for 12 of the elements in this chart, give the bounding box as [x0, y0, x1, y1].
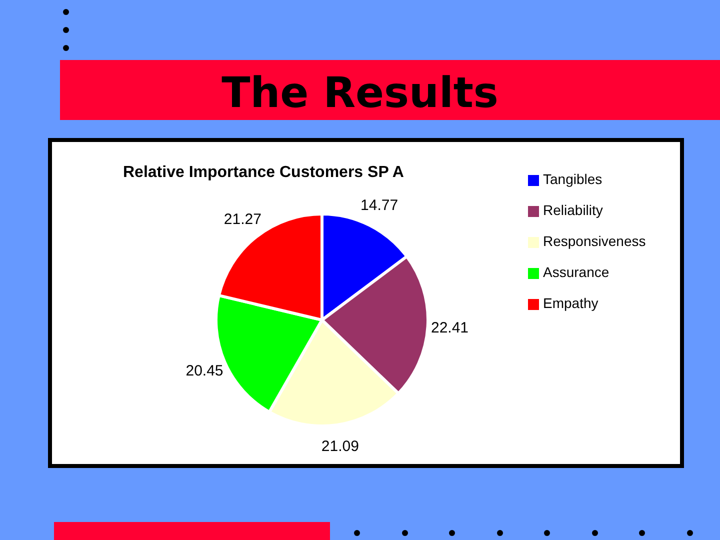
- data-label: 14.77: [360, 197, 398, 214]
- chart-subtitle: Relative Importance Customers SP A: [123, 164, 404, 182]
- data-label: 21.27: [224, 211, 262, 228]
- legend-label: Empathy: [543, 295, 598, 311]
- data-label: 22.41: [430, 319, 469, 336]
- legend-label: Responsiveness: [543, 233, 646, 249]
- legend-label: Reliability: [543, 202, 603, 218]
- legend-label: Assurance: [543, 264, 610, 280]
- chart-title: The Results: [220, 67, 500, 119]
- data-label: 21.09: [321, 438, 359, 456]
- legend-label: Tangibles: [543, 171, 602, 187]
- data-label: 20.45: [186, 362, 224, 380]
